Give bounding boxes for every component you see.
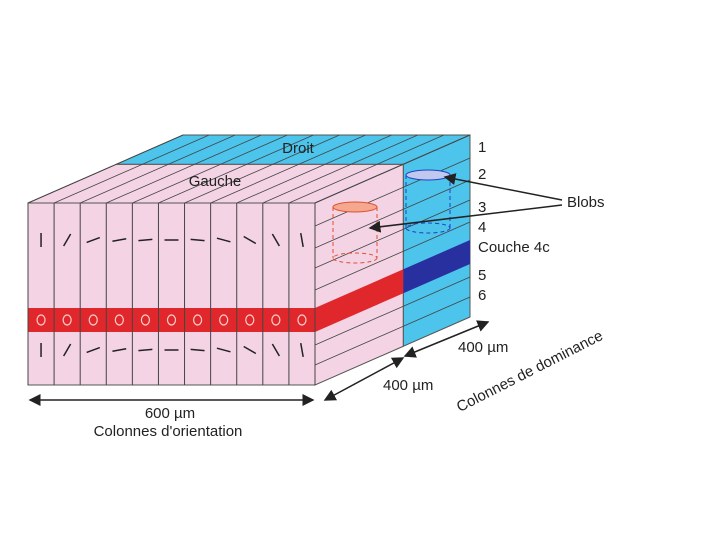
orientation-mark [86,346,101,354]
layer-line [314,221,471,291]
arrow [368,204,563,233]
arrow [443,173,563,201]
layer-line [314,276,471,346]
layer-label: Couche 4c [478,239,550,256]
column-line [314,134,471,204]
column-line [27,134,184,204]
blobs-label: Blobs [567,194,605,211]
orientation-mark [190,348,205,352]
column-line [53,134,210,204]
orientation-mark [112,348,127,352]
cortex-block [27,134,471,386]
blob-section [114,314,124,326]
dimension-label: 600 µm [145,405,195,422]
blob [405,222,451,234]
orientation-mark [300,342,304,358]
orientation-mark [216,237,231,243]
dimension-line [323,357,405,401]
blob-section [219,314,229,326]
layer-4c-side [315,269,404,332]
layer-label: 3 [478,199,486,216]
orientation-mark [271,343,281,357]
blob [332,201,378,213]
blob-section [36,314,46,326]
blob-section [88,314,98,326]
layer-label: 1 [478,139,486,156]
column-line [236,134,392,204]
blob-section [166,314,177,326]
layer-label: 6 [478,287,486,304]
blob [332,252,378,264]
layer-line [314,157,471,227]
dimension-label: 400 µm [383,377,433,394]
orientation-mark [62,343,72,357]
caption: Colonnes d'orientation [94,423,243,440]
orientation-mark [216,347,231,353]
layer-labels: 1 2 3 4 Couche 4c 5 6 [478,139,550,304]
right-face-right [402,134,471,348]
layer-line [314,296,471,366]
orientation-mark [271,233,281,247]
orientation-mark [112,238,127,242]
layer-line [314,179,471,249]
orientation-mark [138,238,153,242]
layer-label: 4 [478,219,486,236]
orientation-mark [243,345,257,355]
column-line [210,134,366,204]
front-face [27,202,316,386]
layer-4c-side-blue [403,240,470,294]
dimension-label: 400 µm [458,339,508,356]
blob-section [245,314,255,326]
column-line [106,134,262,204]
face-label: Gauche [189,173,242,190]
face-label: Droit [282,140,315,157]
blob-section [192,314,203,326]
column-line [80,134,236,204]
orientation-mark [86,236,101,244]
blob [405,169,451,181]
blob-section [297,314,307,326]
dimension-line [403,320,490,358]
column-line [184,134,340,204]
blob-section [62,314,72,326]
orientation-mark [190,238,205,242]
column-line [132,134,288,204]
blob-section [140,314,151,326]
orientation-mark [243,235,257,245]
layer-4c-front [28,308,315,332]
layer-line [314,199,471,269]
blob-section [271,314,281,326]
orientation-mark [300,232,304,248]
column-line [262,134,418,204]
column-line [288,134,445,204]
layer-label: 5 [478,267,486,284]
layer-label: 2 [478,166,486,183]
column-line [158,134,314,204]
orientation-mark [138,348,153,352]
orientation-mark [62,233,72,247]
